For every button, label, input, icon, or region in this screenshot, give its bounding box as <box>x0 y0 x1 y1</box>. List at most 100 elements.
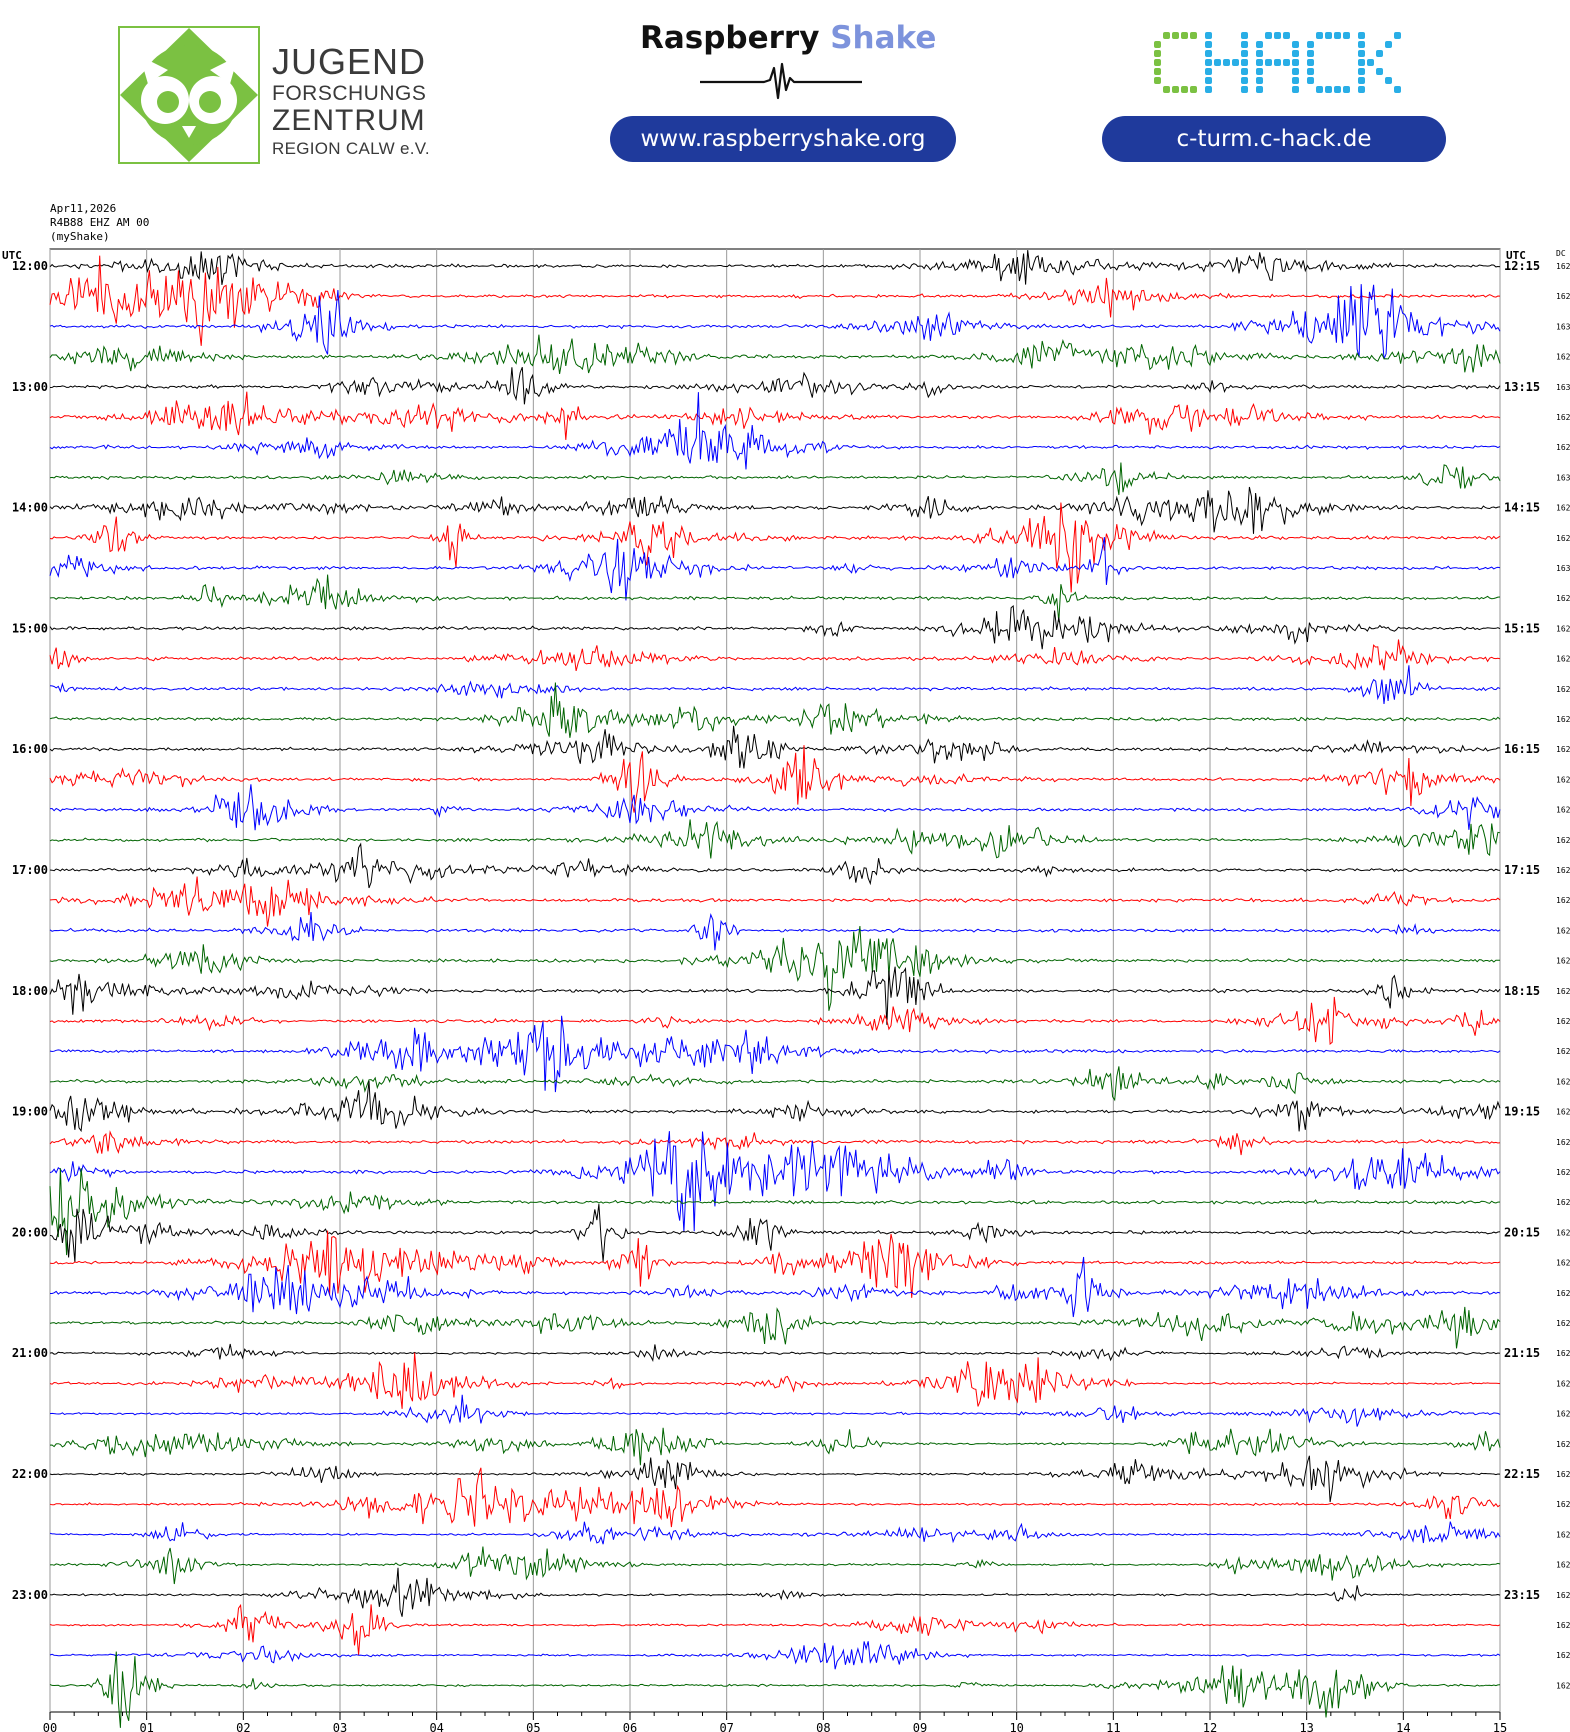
chack-dot <box>1256 77 1263 84</box>
seismic-trace <box>49 966 1501 1025</box>
chack-dot <box>1205 68 1212 75</box>
dc-value: 16280 <box>1556 1319 1570 1328</box>
seismic-trace <box>49 255 1501 346</box>
dc-value: 16281 <box>1556 1198 1570 1207</box>
x-tick-label: 11 <box>1106 1721 1120 1732</box>
chack-dot <box>1358 59 1365 66</box>
chack-dot <box>1274 59 1281 66</box>
seismic-trace <box>49 842 1501 889</box>
chack-dot <box>1307 59 1314 66</box>
chack-dot <box>1376 68 1383 75</box>
left-hour-label: 16:00 <box>12 742 48 756</box>
seismogram-wave-icon <box>700 62 862 100</box>
seismic-trace <box>49 1066 1501 1102</box>
chack-dot <box>1190 86 1197 93</box>
seismic-trace <box>49 1467 1501 1528</box>
chack-dot <box>1343 86 1350 93</box>
chack-dot <box>1292 41 1299 48</box>
left-hour-label: 14:00 <box>12 501 48 515</box>
right-hour-label: 19:15 <box>1504 1105 1540 1119</box>
chack-dot <box>1307 41 1314 48</box>
left-hour-label: 12:00 <box>12 259 48 273</box>
chack-dot <box>1241 68 1248 75</box>
chack-dot <box>1358 50 1365 57</box>
chack-dot <box>1241 41 1248 48</box>
right-hour-label: 17:15 <box>1504 863 1540 877</box>
seismic-trace <box>49 745 1501 813</box>
left-hour-label: 20:00 <box>12 1225 48 1239</box>
dc-value: 16278 <box>1556 1228 1570 1237</box>
chack-dot <box>1256 68 1263 75</box>
seismic-trace <box>49 367 1501 405</box>
chack-dot <box>1367 59 1374 66</box>
chack-dot <box>1256 41 1263 48</box>
seismic-trace <box>49 462 1501 495</box>
seismic-trace <box>49 1204 1501 1263</box>
right-hour-label: 16:15 <box>1504 742 1540 756</box>
chack-dot <box>1241 77 1248 84</box>
traces <box>49 250 1501 1728</box>
chack-dot <box>1325 86 1332 93</box>
right-hour-label: 13:15 <box>1504 380 1540 394</box>
chack-dot <box>1241 86 1248 93</box>
dc-value: 16284 <box>1556 594 1570 603</box>
left-hour-label: 19:00 <box>12 1105 48 1119</box>
chack-dot <box>1358 86 1365 93</box>
left-hour-label: 21:00 <box>12 1346 48 1360</box>
dc-value: 16279 <box>1556 715 1570 724</box>
seismic-trace <box>49 574 1501 622</box>
right-hour-label: 12:15 <box>1504 259 1540 273</box>
chack-dot <box>1292 50 1299 57</box>
seismic-trace <box>49 665 1501 704</box>
right-hour-label: 21:15 <box>1504 1346 1540 1360</box>
chack-dot <box>1385 77 1392 84</box>
chack-dot <box>1325 32 1332 39</box>
rs-brand-b: Shake <box>830 20 937 56</box>
dc-value: 16281 <box>1556 1077 1570 1086</box>
chack-dot <box>1265 32 1272 39</box>
x-tick-label: 10 <box>1009 1721 1023 1732</box>
dc-value: 16284 <box>1556 624 1570 633</box>
dc-value: 16268 <box>1556 655 1570 664</box>
chack-dot <box>1307 77 1314 84</box>
right-hour-label: 18:15 <box>1504 984 1540 998</box>
chack-dot <box>1154 59 1161 66</box>
dc-value: 16279 <box>1556 1138 1570 1147</box>
dc-value: 16256 <box>1556 534 1570 543</box>
left-hour-label: 13:00 <box>12 380 48 394</box>
chack-dot <box>1181 32 1188 39</box>
dc-value: 16295 <box>1556 1017 1570 1026</box>
chack-dot <box>1256 59 1263 66</box>
seismic-trace <box>49 1651 1501 1728</box>
x-tick-label: 05 <box>526 1721 540 1732</box>
x-tick-label: 00 <box>43 1721 57 1732</box>
dc-value: 16275 <box>1556 413 1570 422</box>
chack-dot <box>1334 86 1341 93</box>
chack-dot <box>1376 50 1383 57</box>
dc-value: 16277 <box>1556 1681 1570 1690</box>
chack-dot <box>1316 32 1323 39</box>
chack-dot <box>1283 32 1290 39</box>
chack-url[interactable]: c-turm.c-hack.de <box>1102 116 1446 162</box>
dc-value: 16283 <box>1556 685 1570 694</box>
raspberryshake-url[interactable]: www.raspberryshake.org <box>610 116 956 162</box>
right-hour-label: 14:15 <box>1504 501 1540 515</box>
grid <box>49 248 1501 1720</box>
seismic-trace <box>49 1343 1501 1363</box>
x-tick-label: 07 <box>719 1721 733 1732</box>
chack-dot <box>1205 86 1212 93</box>
seismic-trace <box>49 537 1501 601</box>
seismic-trace <box>49 1306 1501 1349</box>
chack-dot <box>1172 32 1179 39</box>
chack-dot <box>1241 32 1248 39</box>
chack-dot <box>1163 86 1170 93</box>
seismic-trace <box>49 1603 1501 1656</box>
dc-value: 16280 <box>1556 806 1570 815</box>
dc-label: DC <box>1556 249 1566 258</box>
dc-value: 16284 <box>1556 353 1570 362</box>
chack-dot <box>1256 50 1263 57</box>
dc-value: 16286 <box>1556 957 1570 966</box>
jfz-wordmark: JUGEND FORSCHUNGS ZENTRUM REGION CALW e.… <box>272 44 430 158</box>
seismic-trace <box>49 1168 1501 1256</box>
